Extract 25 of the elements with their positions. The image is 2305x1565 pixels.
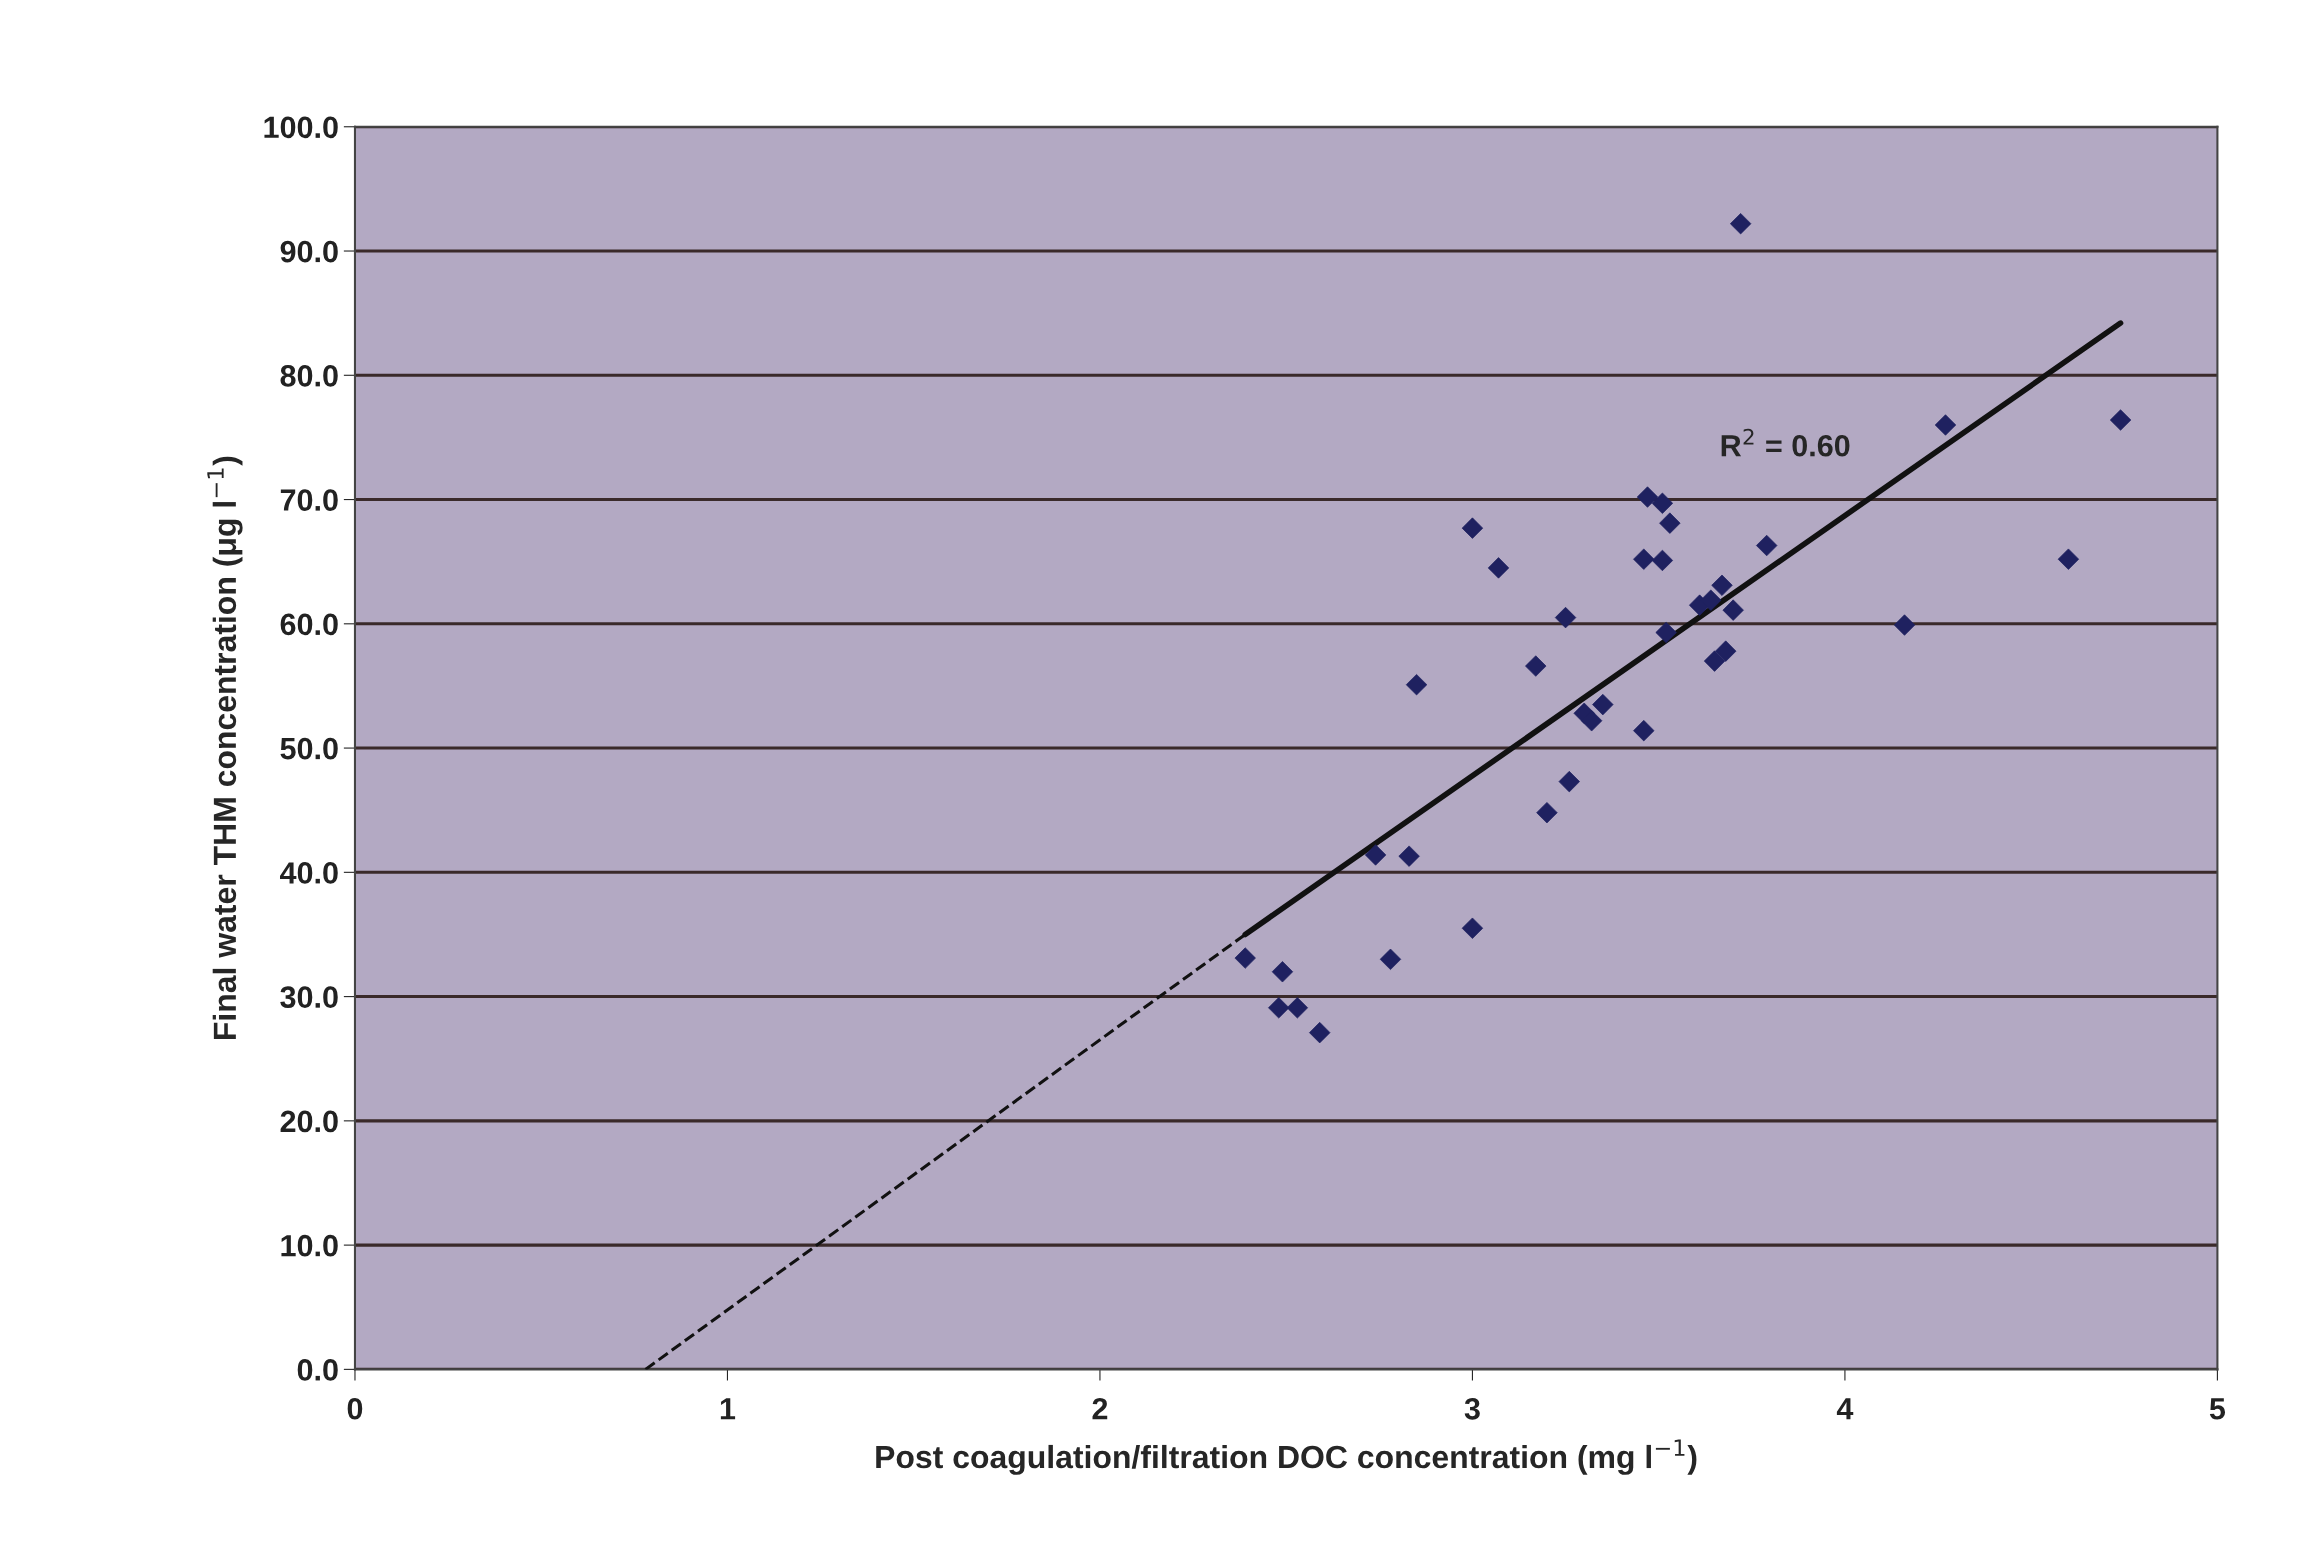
y-tick-label: 20.0	[280, 1110, 338, 1133]
point	[1756, 534, 1778, 557]
y-tick-label: 40.0	[280, 862, 338, 884]
y-tick-label: 90.0	[280, 240, 338, 263]
x-tick-label: 4	[1836, 1398, 1854, 1420]
x-tick-label: 3	[1464, 1397, 1480, 1420]
point	[1558, 770, 1580, 793]
y-tick-label: 30.0	[280, 986, 338, 1009]
y-axis-title: Final water THM concentration (μg l$^{−1}$)	[207, 456, 243, 1040]
annotation: R$^{2}$ = 0.60	[1721, 428, 1850, 457]
y-tick-label: 70.0	[280, 489, 338, 511]
y-tick-label: 60.0	[280, 613, 338, 636]
x-tick-label: 5	[2209, 1398, 2226, 1420]
point	[1659, 512, 1681, 534]
y-tick-label: 80.0	[280, 365, 338, 387]
y-tick-label: 50.0	[280, 737, 338, 760]
y-tick-label: 100.0	[264, 116, 338, 139]
y-tick-label: 10.0	[281, 1234, 338, 1257]
point	[1651, 549, 1674, 572]
x-axis-title: Post coagulation/filtration DOC concentration (mg l$^{−1}$)	[876, 1439, 1697, 1475]
x-tick-label: 0	[347, 1397, 363, 1420]
x-tick-label: 2	[1092, 1397, 1108, 1420]
point	[1379, 948, 1402, 970]
x-tick-label: 1	[720, 1398, 736, 1420]
y-tick-label: 0.0	[297, 1359, 338, 1381]
